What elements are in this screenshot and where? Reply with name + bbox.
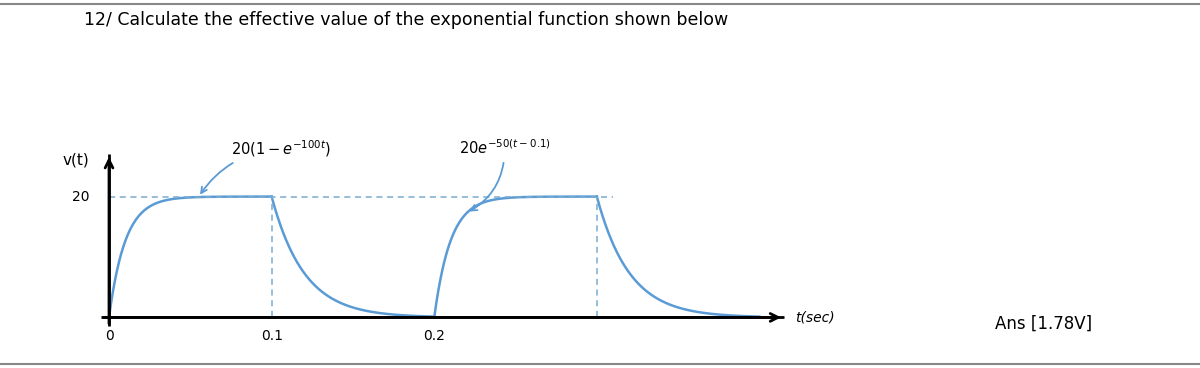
- Text: 0: 0: [104, 329, 113, 343]
- Text: $20(1 - e^{-100t})$: $20(1 - e^{-100t})$: [202, 138, 331, 193]
- Text: v(t): v(t): [62, 153, 90, 168]
- Text: 0.1: 0.1: [260, 329, 283, 343]
- Text: 20: 20: [72, 190, 90, 204]
- Text: Ans [1.78V]: Ans [1.78V]: [996, 315, 1092, 333]
- Text: t(sec): t(sec): [796, 311, 835, 325]
- Text: $20e^{-50(t-0.1)}$: $20e^{-50(t-0.1)}$: [458, 139, 551, 210]
- Text: 12/ Calculate the effective value of the exponential function shown below: 12/ Calculate the effective value of the…: [84, 11, 728, 29]
- Text: 0.2: 0.2: [424, 329, 445, 343]
